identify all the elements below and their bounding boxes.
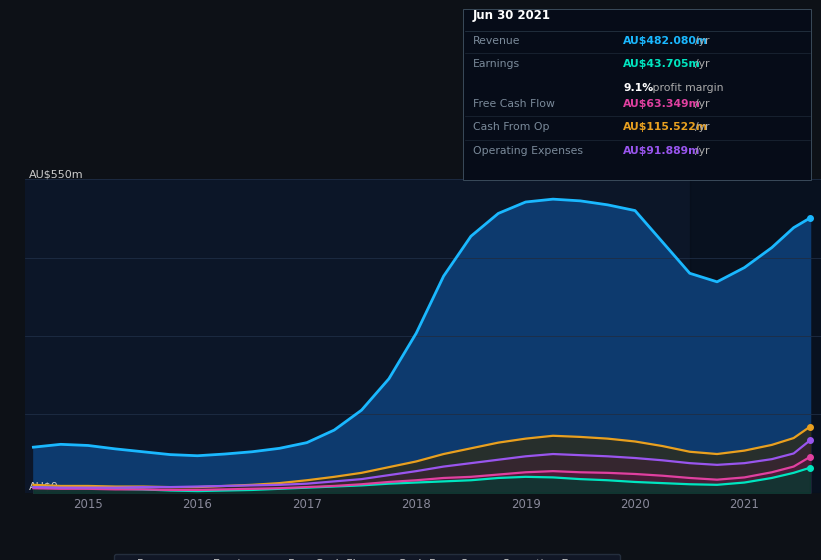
Bar [690, 179, 821, 493]
Text: AU$482.080m: AU$482.080m [623, 36, 709, 46]
Text: AU$91.889m: AU$91.889m [623, 146, 700, 156]
Text: profit margin: profit margin [649, 83, 724, 93]
Text: /yr: /yr [695, 36, 710, 46]
Legend: Revenue, Earnings, Free Cash Flow, Cash From Op, Operating Expenses: Revenue, Earnings, Free Cash Flow, Cash … [114, 554, 621, 560]
Text: AU$43.705m: AU$43.705m [623, 59, 701, 69]
Text: /yr: /yr [695, 59, 710, 69]
Text: Cash From Op: Cash From Op [473, 122, 549, 132]
Text: /yr: /yr [695, 99, 710, 109]
Text: AU$550m: AU$550m [29, 169, 83, 179]
Text: Jun 30 2021: Jun 30 2021 [473, 9, 551, 22]
Text: AU$0: AU$0 [29, 482, 58, 492]
Text: Earnings: Earnings [473, 59, 520, 69]
Text: AU$115.522m: AU$115.522m [623, 122, 709, 132]
Text: /yr: /yr [695, 146, 710, 156]
Text: Operating Expenses: Operating Expenses [473, 146, 583, 156]
Text: Revenue: Revenue [473, 36, 521, 46]
Text: AU$63.349m: AU$63.349m [623, 99, 701, 109]
Text: /yr: /yr [695, 122, 710, 132]
Text: 9.1%: 9.1% [623, 83, 654, 93]
Text: Free Cash Flow: Free Cash Flow [473, 99, 555, 109]
